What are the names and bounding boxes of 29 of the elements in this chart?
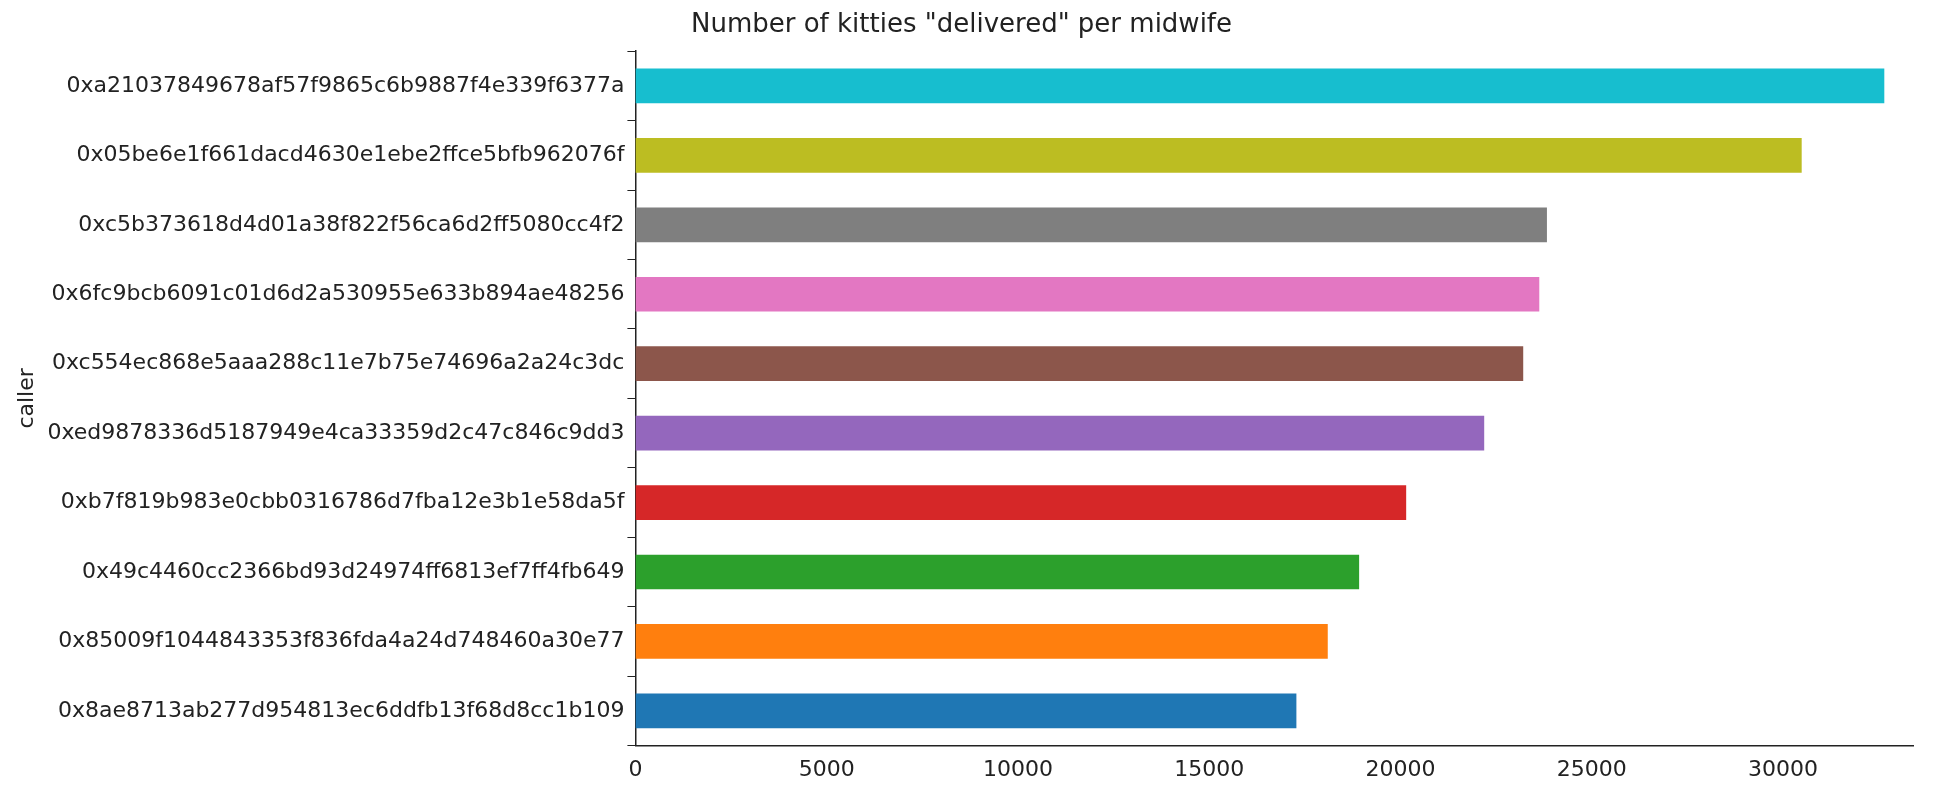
y-tick-label: 0xed9878336d5187949e4ca33359d2c47c846c9dd3 [47,418,625,444]
x-tick-label: 15000 [1174,755,1245,781]
y-tick-label: 0x85009f1044843353f836fda4a24d748460a30e77 [58,627,625,653]
bar [635,346,1524,382]
y-tick-label: 0x6fc9bcb6091c01d6d2a530955e633b894ae48256 [51,279,625,305]
bar [635,485,1407,520]
x-tick-label: 20000 [1365,755,1436,781]
x-tick-label: 25000 [1556,755,1627,781]
bar [635,207,1547,243]
bar [635,68,1885,104]
bar [635,554,1360,590]
bar [635,138,1802,173]
bar [635,276,1540,312]
x-tick-label: 10000 [982,755,1053,781]
y-tick-label: 0x8ae8713ab277d954813ec6ddfb13f68d8cc1b109 [57,696,625,722]
y-tick-label: 0xc554ec868e5aaa288c11e7b75e74696a2a24c3dc [51,349,625,375]
y-tick-label: 0x49c4460cc2366bd93d24974ff6813ef7ff4fb649 [81,557,625,583]
bar [635,624,1328,659]
x-tick-label: 30000 [1747,755,1818,781]
bar [635,415,1485,451]
x-tick-label: 0 [628,755,643,781]
chart-title: Number of kitties "delivered" per midwife [690,8,1233,39]
y-tick-label: 0xb7f819b983e0cbb0316786d7fba12e3b1e58da5f [60,488,626,514]
y-tick-label: 0xa21037849678af57f9865c6b9887f4e339f6377a [66,71,625,97]
bar [635,693,1297,729]
y-tick-label: 0xc5b373618d4d01a38f822f56ca6d2ff5080cc4f2 [78,210,625,236]
y-axis-title: caller [12,367,38,429]
y-tick-label: 0x05be6e1f661dacd4630e1ebe2ffce5bfb962076f [76,141,626,167]
x-tick-label: 5000 [798,755,855,781]
